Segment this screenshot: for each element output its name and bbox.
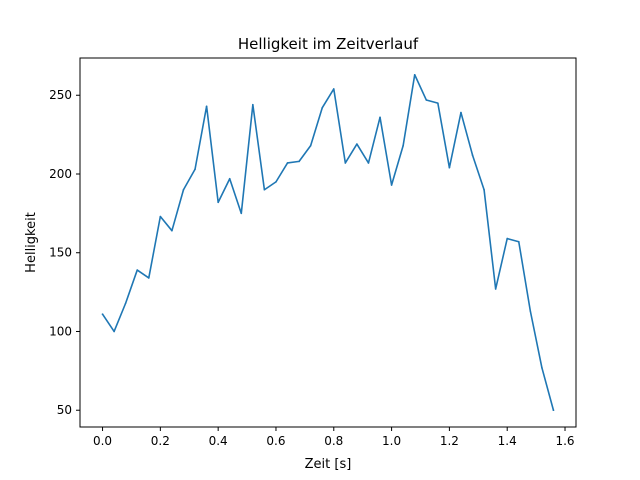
- data-point: [448, 166, 451, 169]
- y-tick-label: 250: [49, 88, 72, 102]
- data-point: [147, 277, 150, 279]
- y-tick-label: 150: [49, 246, 72, 260]
- data-point: [437, 102, 439, 104]
- data-point: [217, 201, 219, 204]
- data-point: [471, 154, 474, 156]
- data-point: [228, 177, 231, 180]
- data-point: [124, 302, 127, 304]
- data-point: [379, 116, 381, 119]
- data-point: [413, 73, 416, 76]
- data-point: [506, 237, 509, 240]
- data-point: [240, 212, 243, 215]
- plot-area: [79, 57, 577, 428]
- data-point: [402, 144, 404, 147]
- data-point: [171, 229, 173, 232]
- y-axis-ticks: 50 100 150 200 250: [49, 88, 80, 417]
- x-tick-label: 1.2: [440, 434, 459, 448]
- y-axis-label: Helligkeit: [24, 212, 39, 273]
- data-point: [286, 162, 289, 164]
- data-point: [552, 409, 555, 412]
- data-point: [298, 160, 300, 163]
- data-point: [541, 366, 543, 369]
- chart-title: Helligkeit im Zeitverlauf: [238, 35, 419, 53]
- data-point: [517, 240, 520, 243]
- y-tick-label: 50: [57, 403, 72, 417]
- x-axis-label: Zeit [s]: [305, 457, 352, 472]
- data-point: [252, 103, 254, 106]
- x-tick-label: 1.4: [498, 434, 517, 448]
- data-point: [159, 215, 162, 218]
- data-point: [390, 184, 393, 186]
- series-line: [101, 73, 555, 412]
- x-tick-label: 1.6: [555, 434, 574, 448]
- plot-frame: [79, 57, 577, 428]
- data-point: [113, 330, 115, 333]
- data-point: [205, 105, 208, 108]
- x-tick-label: 0.0: [93, 434, 112, 448]
- data-point: [309, 144, 312, 147]
- data-point: [275, 181, 277, 183]
- data-point: [101, 313, 104, 315]
- data-point: [425, 99, 428, 101]
- data-point: [529, 310, 532, 312]
- data-point: [332, 88, 335, 90]
- data-point: [367, 162, 370, 164]
- data-point: [483, 188, 485, 191]
- data-point: [194, 168, 196, 171]
- data-point: [356, 143, 358, 145]
- x-tick-label: 0.8: [324, 434, 343, 448]
- y-tick-label: 200: [49, 167, 72, 181]
- x-axis-ticks: 0.0 0.2 0.4 0.6 0.8 1.0 1.2 1.4 1.6: [93, 427, 575, 448]
- x-tick-label: 0.2: [151, 434, 170, 448]
- x-tick-label: 0.4: [209, 434, 228, 448]
- data-point: [182, 188, 185, 191]
- data-point: [494, 288, 497, 290]
- x-tick-label: 1.0: [382, 434, 401, 448]
- data-point: [136, 269, 139, 271]
- data-point: [263, 188, 266, 191]
- data-points: [101, 73, 555, 412]
- data-point: [460, 111, 462, 114]
- x-tick-label: 0.6: [266, 434, 285, 448]
- y-tick-label: 100: [49, 324, 72, 338]
- data-point: [321, 107, 324, 109]
- data-point: [344, 162, 347, 164]
